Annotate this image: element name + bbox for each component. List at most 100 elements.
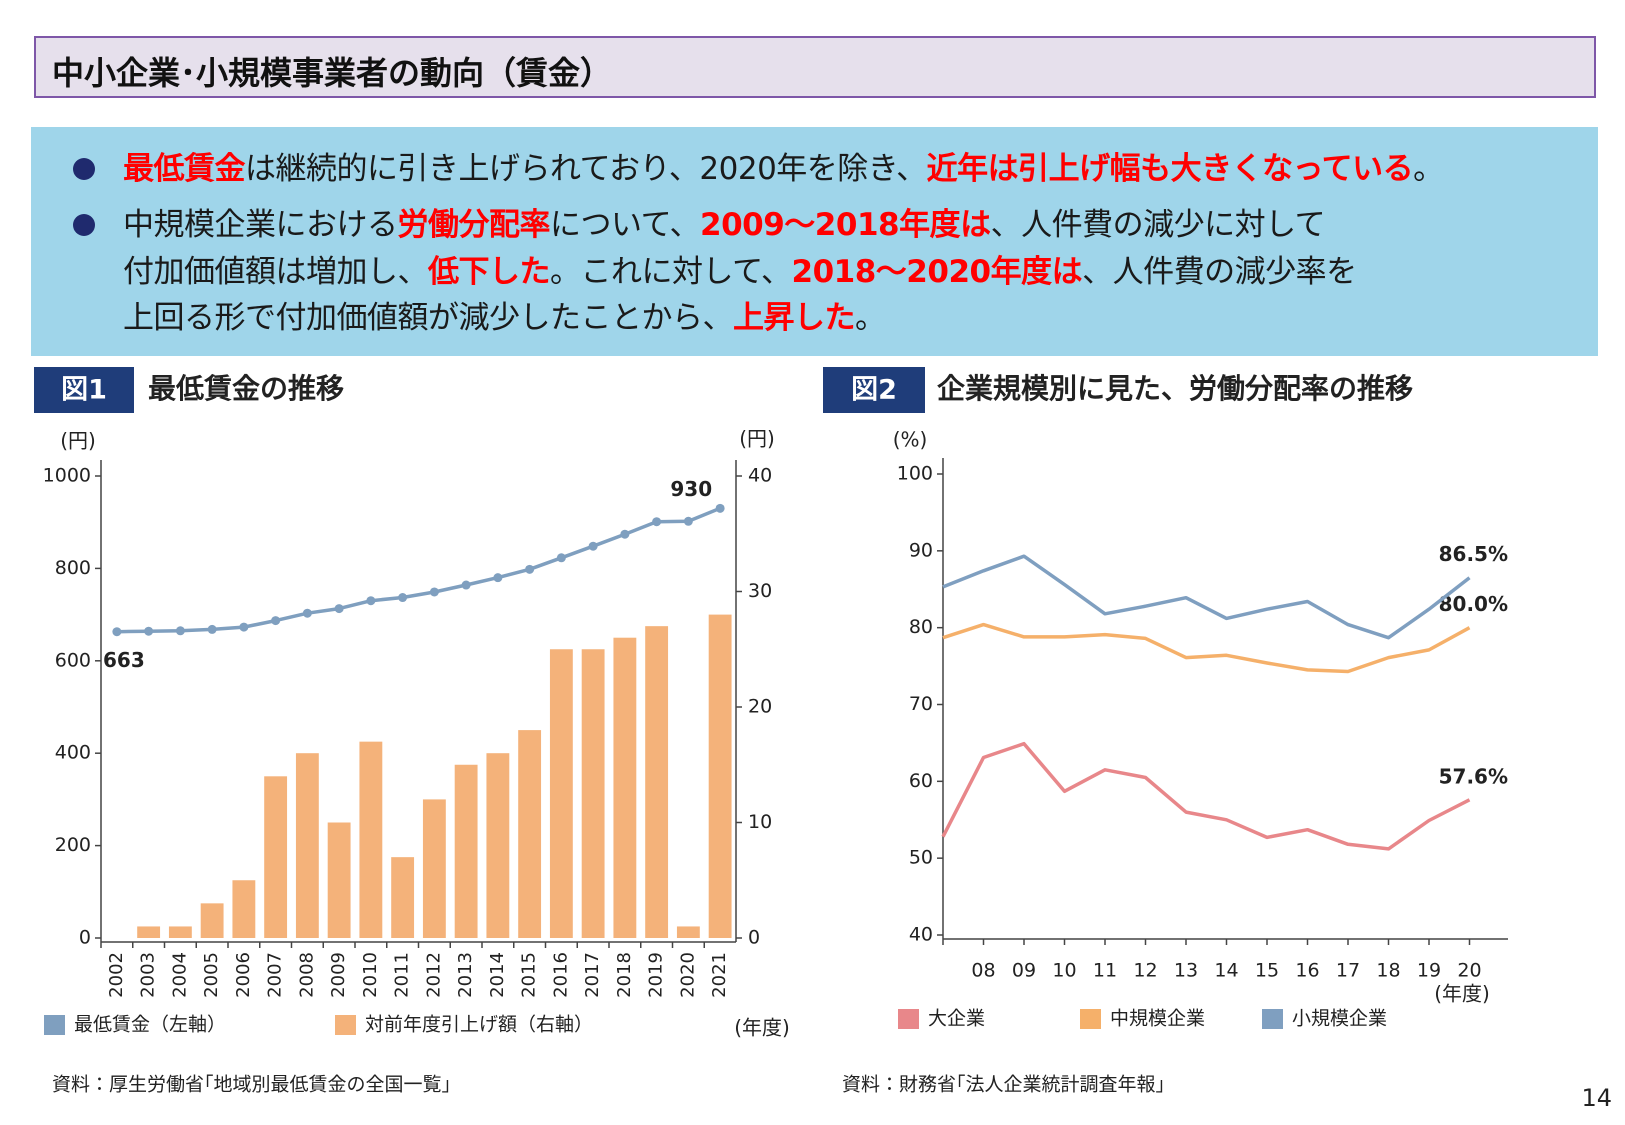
bar [295,753,319,938]
bullet-text: 。 [1413,151,1444,187]
marker [239,622,249,632]
figure-title: 企業規模別に見た、労働分配率の推移 [937,372,1413,405]
x-tick-label: 09 [1012,960,1036,982]
marker [683,516,693,526]
legend-label: 最低賃金（左軸） [74,1014,226,1036]
bullet-line: 最低賃金は継続的に引き上げられており、2020年を除き、近年は引上げ幅も大きくな… [73,149,1444,189]
x-tick-label: 20 [1457,960,1481,982]
x-tick-label: 2019 [646,952,667,998]
figure-label: 図2 [851,375,897,406]
x-tick-label: 2010 [360,952,381,998]
y2-axis-label: (円) [739,427,775,451]
data-label: 80.0% [1439,592,1508,616]
y-tick-label: 1000 [43,465,91,487]
x-tick-label: 2003 [138,952,159,998]
emphasis-text: 労働分配率 [397,207,551,243]
x-tick-label: 16 [1295,960,1319,982]
marker [525,564,535,574]
bullet-text: は継続的に引き上げられており、2020年を除き、 [245,151,927,187]
emphasis-text: 2009～2018年度は [700,207,991,243]
x-tick-label: 2005 [201,952,222,998]
bar [486,753,510,938]
figure-label: 図1 [61,375,107,406]
bullet-dot [73,214,95,236]
line [941,741,1471,851]
marker [207,624,217,634]
marker [429,587,439,597]
marker [715,503,725,513]
source-note: 資料：財務省｢法人企業統計調査年報｣ [842,1074,1165,1096]
marker [302,608,312,618]
bullet-text: 上回る形で付加価値額が減少したことから、 [123,300,734,336]
bar [422,799,446,938]
figure-label-box [34,367,134,413]
bullet-text: 、人件費の減少に対して [990,207,1326,243]
bullet-line: 中規模企業における労働分配率について、2009～2018年度は、人件費の減少に対… [73,205,1326,245]
x-tick-label: 2018 [614,952,635,998]
legend-label: 対前年度引上げ額（右軸） [365,1014,593,1036]
slide-title: 中小企業･小規模事業者の動向（賃金） [52,54,613,92]
x-tick-label: 2009 [328,952,349,998]
y2-tick-label: 10 [748,811,772,833]
x-tick-label: 12 [1133,960,1157,982]
marker [588,541,598,551]
y-tick-label: 60 [909,770,933,792]
y-tick-label: 40 [909,924,933,946]
y-tick-label: 70 [909,693,933,715]
legend-label: 大企業 [928,1008,985,1030]
x-tick-label: 13 [1174,960,1198,982]
legend-label: 小規模企業 [1292,1008,1387,1030]
x-tick-label: 2004 [169,952,190,998]
marker [144,626,154,636]
x-tick-label: 08 [971,960,995,982]
marker [112,627,122,637]
marker [334,604,344,614]
line [942,554,1471,640]
bullet-text: 。 [855,300,886,336]
y2-tick-label: 20 [748,696,772,718]
y-tick-label: 400 [55,742,91,764]
x-tick-label: 2013 [455,952,476,998]
bar [708,614,732,938]
bullet-dot [73,158,95,180]
bar [264,776,288,938]
y-axis-label: (%) [893,428,928,452]
bullet-text: 付加価値額は増加し、 [123,253,429,290]
y-axis-label: (円) [60,429,96,453]
bullet-line: 上回る形で付加価値額が減少したことから、上昇した。 [123,298,886,338]
x-tick-label: 10 [1052,960,1076,982]
x-tick-label: 2017 [582,952,603,998]
legend-label: 中規模企業 [1110,1008,1205,1030]
line [116,506,721,634]
bar [168,926,192,938]
marker [398,593,408,603]
title-box: 中小企業･小規模事業者の動向（賃金） [34,36,1596,98]
legend-swatch [1262,1009,1283,1029]
x-tick-label: 11 [1093,960,1117,982]
x-tick-label: 14 [1214,960,1238,982]
x-tick-label: 17 [1336,960,1360,982]
y-tick-label: 0 [79,927,91,949]
data-label: 57.6% [1439,764,1508,788]
x-tick-label: 15 [1255,960,1279,982]
x-tick-label: 2015 [519,952,540,998]
y-tick-label: 100 [897,463,933,485]
x-tick-label: 2007 [265,952,286,998]
line [942,622,1471,674]
bar [549,649,573,938]
figure-label-box [823,367,925,413]
legend-swatch [335,1015,356,1035]
emphasis-text: 2018～2020年度は [791,253,1083,290]
x-tick-label: 2012 [423,952,444,998]
bar [581,649,605,938]
data-label: 930 [670,477,712,501]
legend-swatch [898,1009,919,1029]
bar [613,637,637,938]
y-tick-label: 50 [909,847,933,869]
data-label: 86.5% [1439,542,1508,566]
x-tick-label: 2016 [550,952,571,998]
bar [518,730,542,938]
marker [461,580,471,590]
emphasis-text: 最低賃金 [123,151,246,187]
